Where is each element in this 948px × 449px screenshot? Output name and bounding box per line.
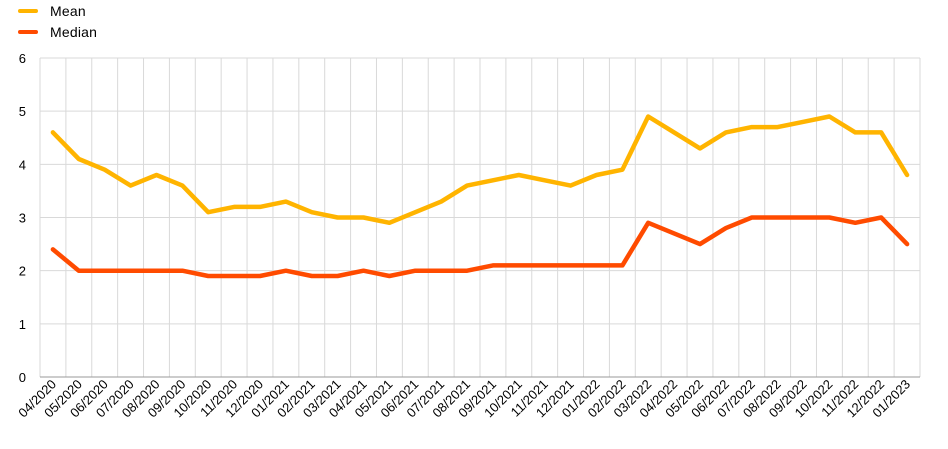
series-line-mean (50, 114, 910, 226)
series-line-median (50, 215, 910, 279)
y-tick-label: 4 (19, 157, 26, 172)
y-tick-label: 1 (19, 317, 26, 332)
y-tick-label: 3 (19, 211, 26, 226)
legend-label-mean: Mean (50, 2, 86, 19)
legend-swatch-mean (18, 8, 38, 13)
y-tick-label: 6 (19, 51, 26, 66)
y-tick-label: 5 (19, 104, 26, 119)
y-tick-label: 0 (19, 370, 26, 385)
y-tick-label: 2 (19, 264, 26, 279)
legend-item-median: Median (18, 21, 97, 42)
chart-legend: Mean Median (18, 0, 97, 42)
legend-item-mean: Mean (18, 0, 97, 21)
legend-swatch-median (18, 29, 38, 34)
legend-label-median: Median (50, 23, 98, 40)
